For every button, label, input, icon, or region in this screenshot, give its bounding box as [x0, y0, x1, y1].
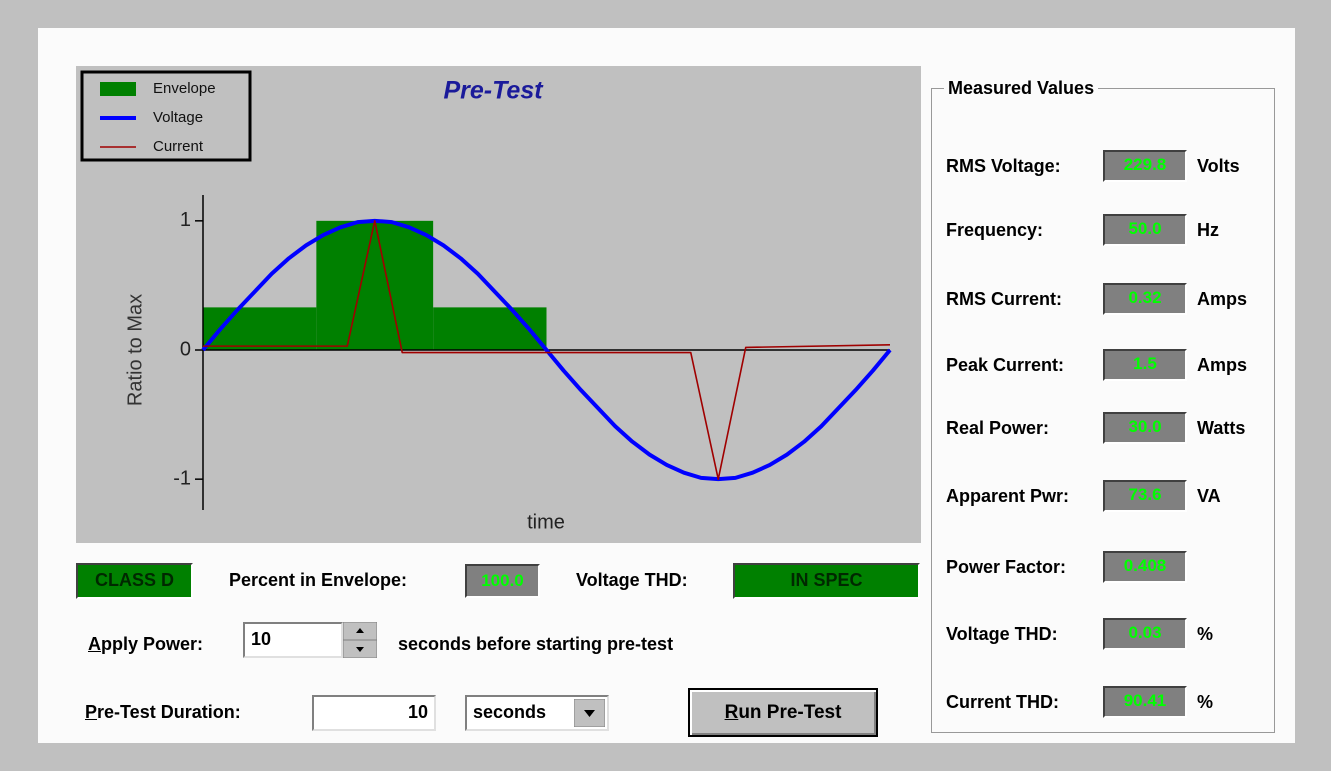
- group-title: Measured Values: [944, 78, 1099, 98]
- class-indicator: CLASS D: [76, 563, 193, 599]
- apply-input[interactable]: 10: [243, 622, 343, 658]
- percent-value: 100.0: [465, 564, 540, 598]
- measured-value: 0.408: [1103, 551, 1187, 583]
- measured-label: Power Factor:: [946, 557, 1067, 577]
- dropdown-arrow: [584, 710, 595, 717]
- chart-title: Pre-Test: [443, 77, 544, 105]
- down-arrow: [356, 647, 364, 652]
- measured-label: Real Power:: [946, 418, 1050, 438]
- measured-value: 0.32: [1103, 283, 1187, 315]
- measured-unit: Watts: [1197, 418, 1246, 438]
- legend-label: Current: [153, 138, 204, 155]
- measured-label: Peak Current:: [946, 355, 1065, 375]
- apply-label: Apply Power:: [88, 634, 204, 654]
- measured-unit: Volts: [1197, 156, 1240, 176]
- measured-value: 0.03: [1103, 618, 1187, 650]
- measured-label: Current THD:: [946, 692, 1059, 712]
- measured-unit: Hz: [1197, 220, 1219, 240]
- thd-indicator: IN SPEC: [733, 563, 920, 599]
- duration-label: Pre-Test Duration:: [85, 702, 241, 722]
- y-axis-label: Ratio to Max: [124, 294, 146, 406]
- measured-value: 73.6: [1103, 480, 1187, 512]
- measured-value: 90.41: [1103, 686, 1187, 718]
- legend-label: Voltage: [153, 109, 203, 126]
- duration-input[interactable]: 10: [312, 695, 436, 731]
- legend-label: Envelope: [153, 80, 216, 97]
- measured-value: 229.8: [1103, 150, 1187, 182]
- measured-label: RMS Current:: [946, 289, 1062, 309]
- measured-group: [931, 88, 1275, 733]
- measured-unit: Amps: [1197, 355, 1248, 375]
- envelope-bar: [316, 220, 434, 350]
- measured-unit: %: [1197, 692, 1214, 712]
- measured-label: Frequency:: [946, 220, 1044, 240]
- plot-background: [76, 66, 921, 543]
- y-tick-label: 0: [180, 338, 191, 360]
- measured-label: Voltage THD:: [946, 624, 1058, 644]
- measured-unit: VA: [1197, 486, 1221, 506]
- legend-box: [80, 70, 252, 162]
- y-tick-label: -1: [173, 467, 191, 489]
- measured-value: 30.0: [1103, 412, 1187, 444]
- x-axis-label: time: [527, 511, 565, 533]
- apply-suffix: seconds before starting pre-test: [398, 634, 674, 654]
- run-button[interactable]: Run Pre-Test: [688, 688, 878, 737]
- dropdown-button[interactable]: [574, 699, 605, 727]
- unit-text: seconds: [473, 702, 547, 722]
- measured-unit: %: [1197, 624, 1214, 644]
- up-arrow: [356, 628, 364, 633]
- spinner[interactable]: [343, 622, 377, 658]
- thd-label: Voltage THD:: [576, 570, 688, 590]
- measured-value: 50.0: [1103, 214, 1187, 246]
- voltage-line: [201, 218, 892, 482]
- legend-swatch: [100, 82, 136, 96]
- measured-value: 1.5: [1103, 349, 1187, 381]
- percent-label: Percent in Envelope:: [229, 570, 408, 590]
- current-line: [203, 220, 891, 480]
- measured-unit: Amps: [1197, 289, 1248, 309]
- measured-label: RMS Voltage:: [946, 156, 1061, 176]
- y-tick-label: 1: [180, 209, 191, 231]
- measured-label: Apparent Pwr:: [946, 486, 1070, 506]
